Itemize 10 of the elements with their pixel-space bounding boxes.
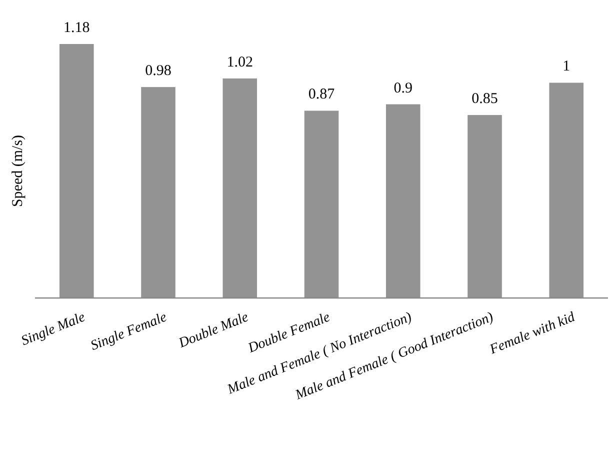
x-tick-label: Single Male	[19, 310, 88, 350]
data-label: 1	[562, 58, 570, 75]
x-tick-label: Single Female	[88, 310, 170, 354]
data-label: 0.87	[308, 86, 336, 103]
data-label: 1.18	[64, 20, 90, 36]
data-label: 0.9	[394, 80, 412, 96]
data-label: 0.85	[472, 91, 498, 108]
y-axis-title: Speed (m/s)	[10, 134, 26, 208]
data-label: 0.98	[145, 63, 172, 80]
data-label: 1.02	[226, 54, 253, 70]
